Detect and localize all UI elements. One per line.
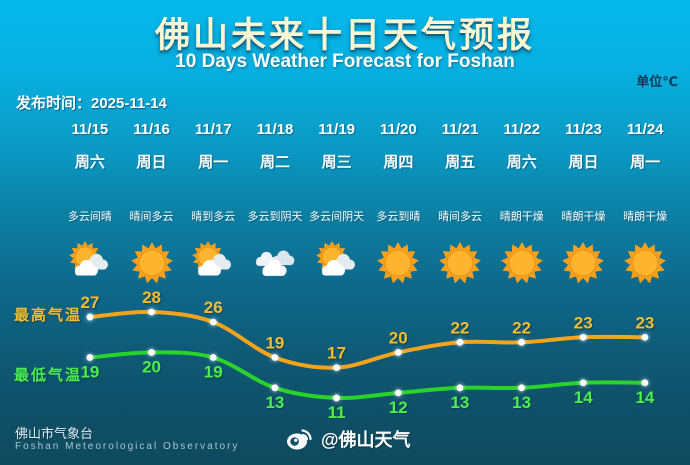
temp-value-label: 13 xyxy=(512,393,531,412)
sun-cloud-icon xyxy=(315,241,355,276)
issue-time: 发布时间：2025-11-14 xyxy=(16,95,167,112)
forecast-weekday: 周三 xyxy=(321,154,352,171)
weekdays-row: 周六 周日 周一 周二 周三 周四 周五 周六 周日 周一 xyxy=(59,151,676,172)
temp-value-label: 12 xyxy=(389,398,408,417)
page-subtitle: 10 Days Weather Forecast for Foshan xyxy=(175,51,515,72)
forecast-weekday: 周四 xyxy=(383,154,414,171)
forecast-date: 11/23 xyxy=(565,121,602,138)
temp-value-label: 14 xyxy=(574,388,593,407)
temp-value-label: 17 xyxy=(327,344,346,363)
forecast-icon-cell xyxy=(614,239,676,287)
forecast-icon-cell xyxy=(121,239,183,287)
temp-value-label: 23 xyxy=(574,313,593,332)
forecast-date: 11/17 xyxy=(194,121,232,138)
forecast-condition: 多云间晴 xyxy=(67,211,112,223)
sun-icon xyxy=(130,242,173,284)
temp-value-label: 23 xyxy=(635,313,654,332)
forecast-condition: 晴到多云 xyxy=(191,211,236,223)
forecast-weekday: 周日 xyxy=(568,154,599,171)
forecast-condition: 多云间阴天 xyxy=(309,211,365,223)
weibo-icon xyxy=(287,429,312,450)
forecast-icon-cell xyxy=(429,239,491,287)
observatory-name-cn: 佛山市气象台 xyxy=(15,426,94,441)
forecast-icon-cell xyxy=(59,239,121,287)
forecast-weekday: 周一 xyxy=(198,154,229,171)
page-title: 佛山未来十日天气预报 xyxy=(154,16,535,55)
temp-value-label: 19 xyxy=(80,362,99,381)
sun-icon xyxy=(562,242,605,284)
temp-value-label: 22 xyxy=(512,318,531,337)
temp-value-label: 19 xyxy=(204,362,223,381)
forecast-weekday: 周日 xyxy=(136,154,167,171)
forecast-date: 11/20 xyxy=(380,121,417,138)
dates-row: 11/15 11/16 11/17 11/18 11/19 11/20 11/21 11/22… xyxy=(59,121,676,138)
forecast-condition: 晴朗干燥 xyxy=(499,211,544,223)
forecast-icon-cell xyxy=(491,239,553,287)
sun-icon xyxy=(377,242,420,284)
forecast-weekday: 周二 xyxy=(259,154,290,171)
temp-value-label: 13 xyxy=(450,393,469,412)
temp-value-label: 13 xyxy=(265,393,284,412)
forecast-date: 11/15 xyxy=(71,121,109,138)
forecast-condition: 晴朗干燥 xyxy=(561,211,606,223)
conditions-row: 多云间晴 晴间多云 晴到多云 多云到阴天 多云间阴天 多云到晴 晴间多云 晴朗干燥 晴朗干燥 晴朗… xyxy=(59,208,676,224)
forecast-date: 11/21 xyxy=(441,121,479,138)
forecast-date: 11/22 xyxy=(503,121,541,138)
forecast-weekday: 周五 xyxy=(445,154,476,171)
temp-value-label: 11 xyxy=(328,403,346,422)
unit-label: 单位℃ xyxy=(636,74,678,89)
temp-value-label: 26 xyxy=(204,298,223,317)
forecast-condition: 多云到阴天 xyxy=(247,211,303,223)
forecast-date: 11/16 xyxy=(133,121,170,138)
low-temp-legend: 最低气温 xyxy=(14,366,82,384)
high-temp-legend: 最高气温 xyxy=(14,306,82,324)
sun-icon xyxy=(439,242,481,284)
sun-cloud-icon xyxy=(192,241,232,276)
forecast-condition: 晴间多云 xyxy=(438,211,483,223)
weibo-credit: @佛山天气 xyxy=(286,426,411,452)
forecast-weekday: 周六 xyxy=(74,154,105,171)
series-low: 19 20 19 13 11 12 13 13 14 14 xyxy=(80,349,655,422)
forecast-condition: 晴间多云 xyxy=(129,211,174,223)
forecast-condition: 多云到晴 xyxy=(376,211,421,223)
temp-value-label: 22 xyxy=(450,318,469,337)
temp-value-label: 20 xyxy=(142,357,161,376)
series-high: 27 28 26 19 17 20 22 22 23 23 xyxy=(80,288,654,372)
temp-value-label: 20 xyxy=(389,328,408,347)
temp-value-label: 28 xyxy=(142,288,161,307)
forecast-date: 11/19 xyxy=(318,121,356,138)
forecast-icon-cell xyxy=(553,239,615,287)
cloudy-icon xyxy=(256,250,295,276)
forecast-icon-cell xyxy=(182,239,244,287)
forecast-date: 11/18 xyxy=(256,121,294,138)
forecast-weekday: 周一 xyxy=(630,154,661,171)
forecast-icon-cell xyxy=(368,239,430,287)
forecast-date: 11/24 xyxy=(626,121,664,138)
temp-value-label: 14 xyxy=(635,388,654,407)
weibo-handle: @佛山天气 xyxy=(321,430,411,450)
temp-value-label: 27 xyxy=(80,293,99,312)
forecast-icon-cell xyxy=(244,239,306,287)
temp-value-label: 19 xyxy=(265,333,284,352)
forecast-condition: 晴朗干燥 xyxy=(623,211,668,223)
temperature-chart: 27 28 26 19 17 20 22 22 23 23 最高气温 19 20 19 13 11 12 13 13… xyxy=(14,288,655,422)
weather-icons-row xyxy=(59,237,676,289)
forecast-icon-cell xyxy=(306,239,368,287)
forecast-weekday: 周六 xyxy=(506,154,537,171)
sun-icon xyxy=(500,242,543,284)
sun-icon xyxy=(624,242,667,284)
sun-cloud-icon xyxy=(68,241,108,276)
observatory-name-en: Foshan Meteorological Observatory xyxy=(15,441,240,452)
